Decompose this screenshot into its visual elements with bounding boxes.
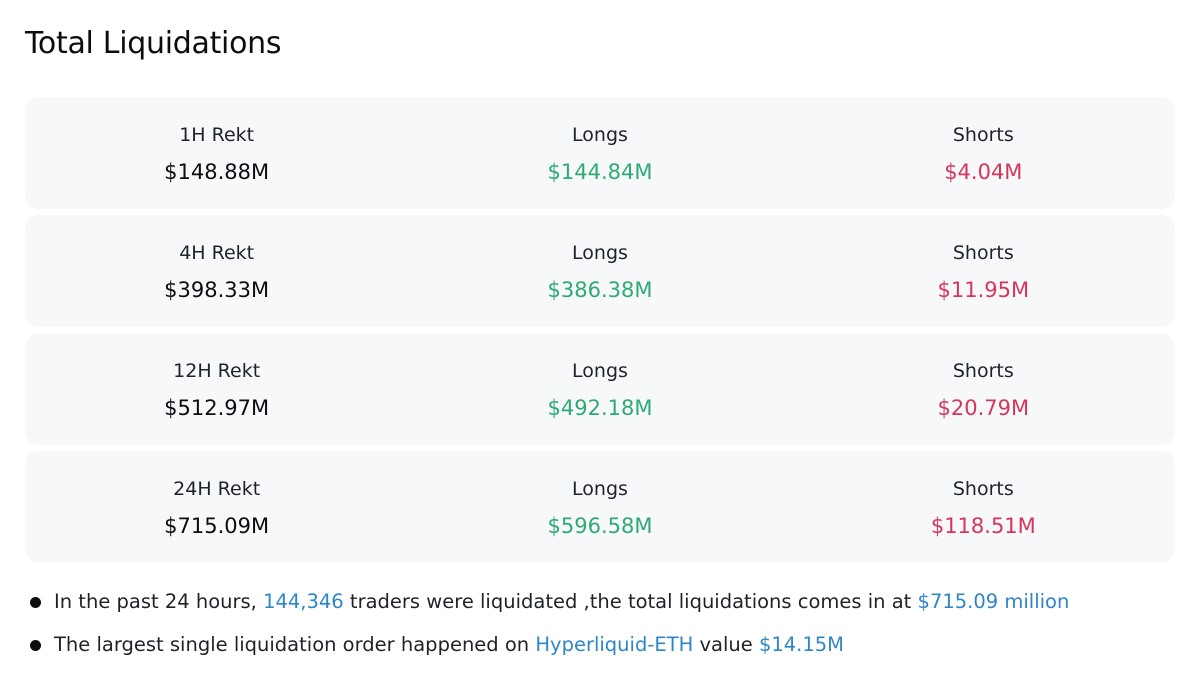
total-cell: 4H Rekt $398.33M (25, 215, 408, 327)
longs-value: $386.38M (547, 278, 653, 302)
total-value: $148.88M (164, 160, 270, 184)
total-amount: $715.09 million (917, 590, 1070, 613)
summary-item-largest-order: The largest single liquidation order hap… (30, 631, 1170, 659)
total-cell: 24H Rekt $715.09M (25, 451, 408, 563)
liquidation-row-24h: 24H Rekt $715.09M Longs $596.58M Shorts … (25, 451, 1175, 563)
summary-text: value (693, 633, 759, 656)
page-title: Total Liquidations (25, 26, 282, 61)
longs-value: $492.18M (547, 396, 653, 420)
total-value: $398.33M (164, 278, 270, 302)
pair-link[interactable]: Hyperliquid-ETH (535, 633, 694, 656)
shorts-label: Shorts (952, 124, 1014, 146)
bullet-icon (30, 640, 41, 651)
summary-list: In the past 24 hours, 144,346 traders we… (30, 588, 1170, 674)
shorts-cell: Shorts $4.04M (792, 97, 1175, 209)
shorts-label: Shorts (952, 478, 1014, 500)
summary-item-traders: In the past 24 hours, 144,346 traders we… (30, 588, 1170, 616)
shorts-value: $4.04M (944, 160, 1023, 184)
shorts-cell: Shorts $11.95M (792, 215, 1175, 327)
period-label: 12H Rekt (173, 360, 261, 382)
longs-cell: Longs $596.58M (408, 451, 791, 563)
total-value: $512.97M (164, 396, 270, 420)
largest-order-amount: $14.15M (758, 633, 844, 656)
longs-label: Longs (572, 242, 628, 264)
longs-label: Longs (572, 478, 628, 500)
shorts-value: $11.95M (937, 278, 1030, 302)
longs-value: $596.58M (547, 514, 653, 538)
summary-text: traders were liquidated ,the total liqui… (343, 590, 918, 613)
period-label: 4H Rekt (179, 242, 255, 264)
longs-cell: Longs $386.38M (408, 215, 791, 327)
summary-text: The largest single liquidation order hap… (54, 633, 536, 656)
shorts-label: Shorts (952, 360, 1014, 382)
shorts-value: $20.79M (937, 396, 1030, 420)
period-label: 24H Rekt (173, 478, 261, 500)
bullet-icon (30, 597, 41, 608)
liquidation-table: 1H Rekt $148.88M Longs $144.84M Shorts $… (25, 97, 1175, 569)
total-cell: 12H Rekt $512.97M (25, 333, 408, 445)
shorts-cell: Shorts $20.79M (792, 333, 1175, 445)
shorts-value: $118.51M (930, 514, 1036, 538)
liquidation-row-1h: 1H Rekt $148.88M Longs $144.84M Shorts $… (25, 97, 1175, 209)
traders-count: 144,346 (263, 590, 344, 613)
total-cell: 1H Rekt $148.88M (25, 97, 408, 209)
liquidation-row-12h: 12H Rekt $512.97M Longs $492.18M Shorts … (25, 333, 1175, 445)
longs-value: $144.84M (547, 160, 653, 184)
summary-text: In the past 24 hours, (54, 590, 264, 613)
total-value: $715.09M (164, 514, 270, 538)
longs-label: Longs (572, 124, 628, 146)
longs-label: Longs (572, 360, 628, 382)
shorts-cell: Shorts $118.51M (792, 451, 1175, 563)
liquidation-row-4h: 4H Rekt $398.33M Longs $386.38M Shorts $… (25, 215, 1175, 327)
longs-cell: Longs $144.84M (408, 97, 791, 209)
period-label: 1H Rekt (179, 124, 255, 146)
longs-cell: Longs $492.18M (408, 333, 791, 445)
shorts-label: Shorts (952, 242, 1014, 264)
